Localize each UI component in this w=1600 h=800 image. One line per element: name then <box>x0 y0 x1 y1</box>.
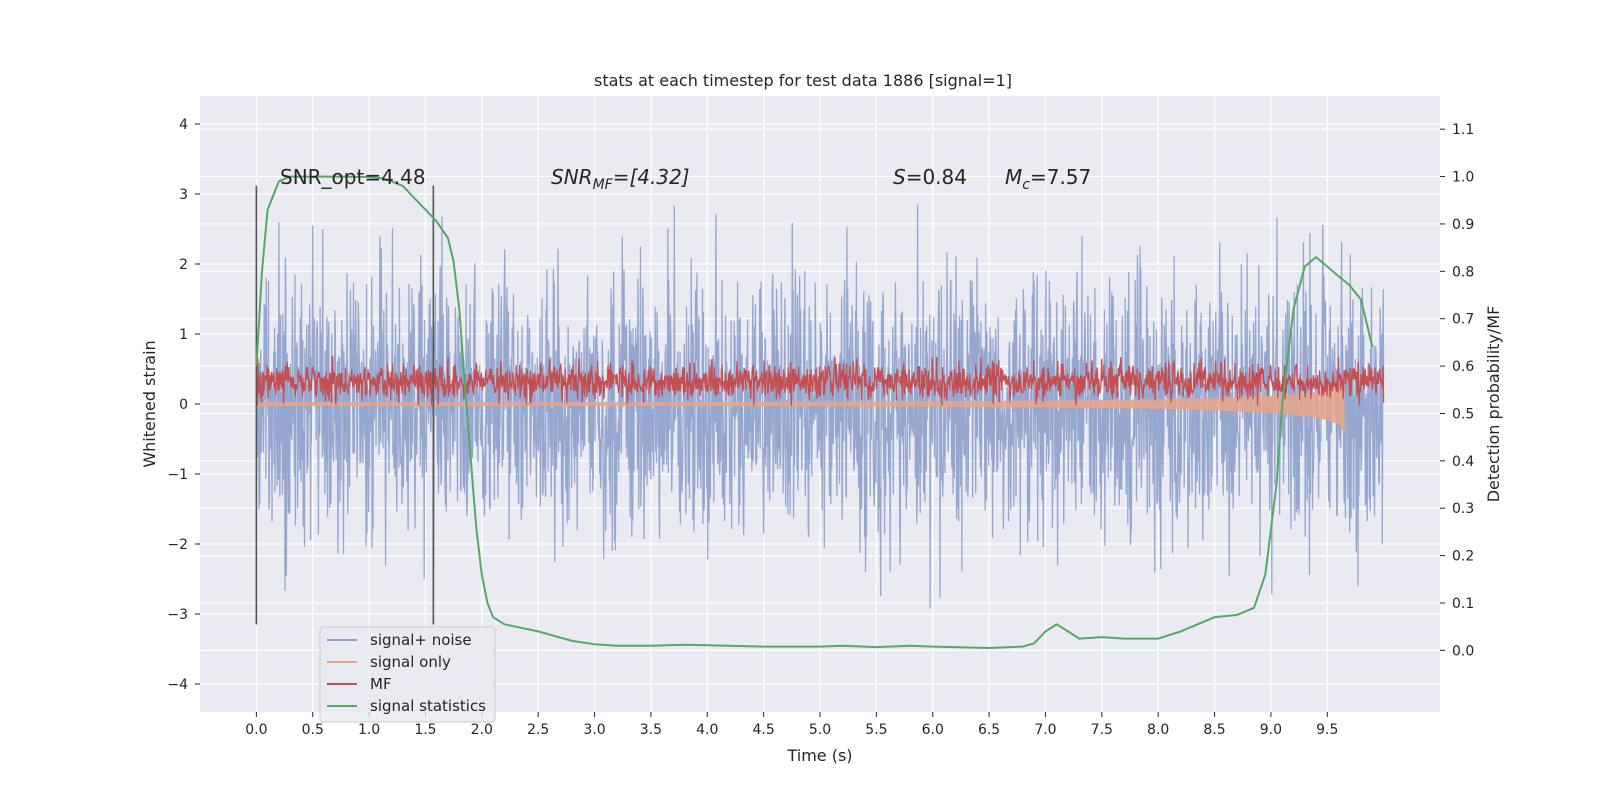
y2-axis-ticks: 1.1 1.0 0.9 0.8 0.7 0.6 0.5 0.4 0.3 0.2 0.1 0.0 <box>1440 122 1474 659</box>
signal-noise-series <box>255 204 1385 609</box>
legend-box <box>319 626 496 723</box>
legend-label: signal+ noise <box>370 631 472 649</box>
y-tick-label: 0 <box>179 397 188 413</box>
y2-tick-label: 0.5 <box>1452 406 1474 422</box>
mc-annotation: Mc=7.57 <box>1005 165 1091 193</box>
mf-line <box>255 355 1385 406</box>
x-tick-label: 6.5 <box>978 722 1000 738</box>
x-tick-label: 7.5 <box>1091 722 1113 738</box>
x-tick-label: 2.0 <box>471 722 493 738</box>
y2-tick-label: 0.7 <box>1452 312 1474 328</box>
x-tick-label: 8.0 <box>1147 722 1169 738</box>
mf-series <box>255 355 1385 406</box>
y-axis-label: Whitened strain <box>140 340 159 467</box>
y2-tick-label: 0.1 <box>1452 596 1474 612</box>
y2-tick-label: 0.9 <box>1452 217 1474 233</box>
x-tick-label: 5.0 <box>809 722 831 738</box>
x-tick-label: 3.0 <box>583 722 605 738</box>
x-axis-label: Time (s) <box>786 746 852 765</box>
y-tick-label: −2 <box>167 537 188 553</box>
annotations: SNR_opt=4.48 SNRMF=[4.32] S=0.84 Mc=7.57 <box>280 165 1091 193</box>
y-tick-label: −1 <box>167 467 188 483</box>
x-tick-label: 5.5 <box>865 722 887 738</box>
x-tick-label: 0.5 <box>302 722 324 738</box>
signal-only-band <box>255 375 1345 434</box>
y-tick-label: 2 <box>179 257 188 273</box>
snr-mf-value: =[4.32] <box>613 165 690 189</box>
snr-mf-base: SNR <box>551 165 593 189</box>
x-tick-label: 3.5 <box>640 722 662 738</box>
legend-label: MF <box>370 675 392 693</box>
y-tick-label: 4 <box>179 117 188 133</box>
vertical-markers <box>255 185 435 625</box>
y-axis-ticks: 4 3 2 1 0 −1 −2 −3 −4 <box>167 117 200 693</box>
legend-label: signal only <box>370 653 451 671</box>
x-tick-label: 4.5 <box>753 722 775 738</box>
y2-tick-label: 0.0 <box>1452 643 1474 659</box>
y-tick-label: −4 <box>167 677 188 693</box>
snr-mf-annotation: SNRMF=[4.32] <box>551 165 690 193</box>
x-tick-label: 9.5 <box>1316 722 1338 738</box>
y2-tick-label: 0.4 <box>1452 454 1474 470</box>
chart-title: stats at each timestep for test data 188… <box>594 71 1012 90</box>
x-tick-label: 2.5 <box>527 722 549 738</box>
s-annotation: S=0.84 <box>893 165 967 189</box>
legend-item-mf: MF <box>327 675 392 693</box>
y-tick-label: 1 <box>179 327 188 343</box>
x-tick-label: 7.0 <box>1034 722 1056 738</box>
y2-axis-label: Detection probability/MF <box>1484 306 1503 503</box>
x-tick-label: 1.5 <box>414 722 436 738</box>
x-axis-ticks: 0.0 0.5 1.0 1.5 2.0 2.5 3.0 3.5 4.0 4.5 5.0 5.5 6.0 6… <box>245 712 1338 738</box>
signal-only-series <box>255 375 1345 434</box>
signal-statistics-series <box>255 175 1374 649</box>
s-value: =0.84 <box>906 165 967 189</box>
y2-tick-label: 0.8 <box>1452 264 1474 280</box>
legend-item-signal-noise: signal+ noise <box>327 631 472 649</box>
x-tick-label: 0.0 <box>245 722 267 738</box>
y-tick-label: −3 <box>167 607 188 623</box>
legend: signal+ noise signal only MF signal stat… <box>319 626 496 723</box>
signal-noise-line <box>255 204 1385 609</box>
mc-value: =7.57 <box>1030 165 1091 189</box>
x-tick-label: 1.0 <box>358 722 380 738</box>
x-tick-label: 9.0 <box>1260 722 1282 738</box>
y2-tick-label: 0.2 <box>1452 549 1474 565</box>
mc-sub: c <box>1022 177 1030 193</box>
s-symbol: S <box>893 165 906 189</box>
y2-tick-label: 1.0 <box>1452 170 1474 186</box>
legend-item-signal-only: signal only <box>327 653 451 671</box>
legend-label: signal statistics <box>370 697 486 715</box>
plot-area <box>200 96 1440 712</box>
x-tick-label: 6.0 <box>922 722 944 738</box>
mc-base: M <box>1005 165 1022 189</box>
y2-tick-label: 0.6 <box>1452 359 1474 375</box>
legend-item-signal-statistics: signal statistics <box>327 697 486 715</box>
x-tick-label: 8.5 <box>1203 722 1225 738</box>
snr-mf-sub: MF <box>593 177 614 193</box>
x-tick-label: 4.0 <box>696 722 718 738</box>
y-tick-label: 3 <box>179 187 188 203</box>
y2-tick-label: 0.3 <box>1452 501 1474 517</box>
signal-statistics-line <box>255 175 1374 649</box>
snr-opt-annotation: SNR_opt=4.48 <box>280 165 426 189</box>
y2-tick-label: 1.1 <box>1452 122 1474 138</box>
